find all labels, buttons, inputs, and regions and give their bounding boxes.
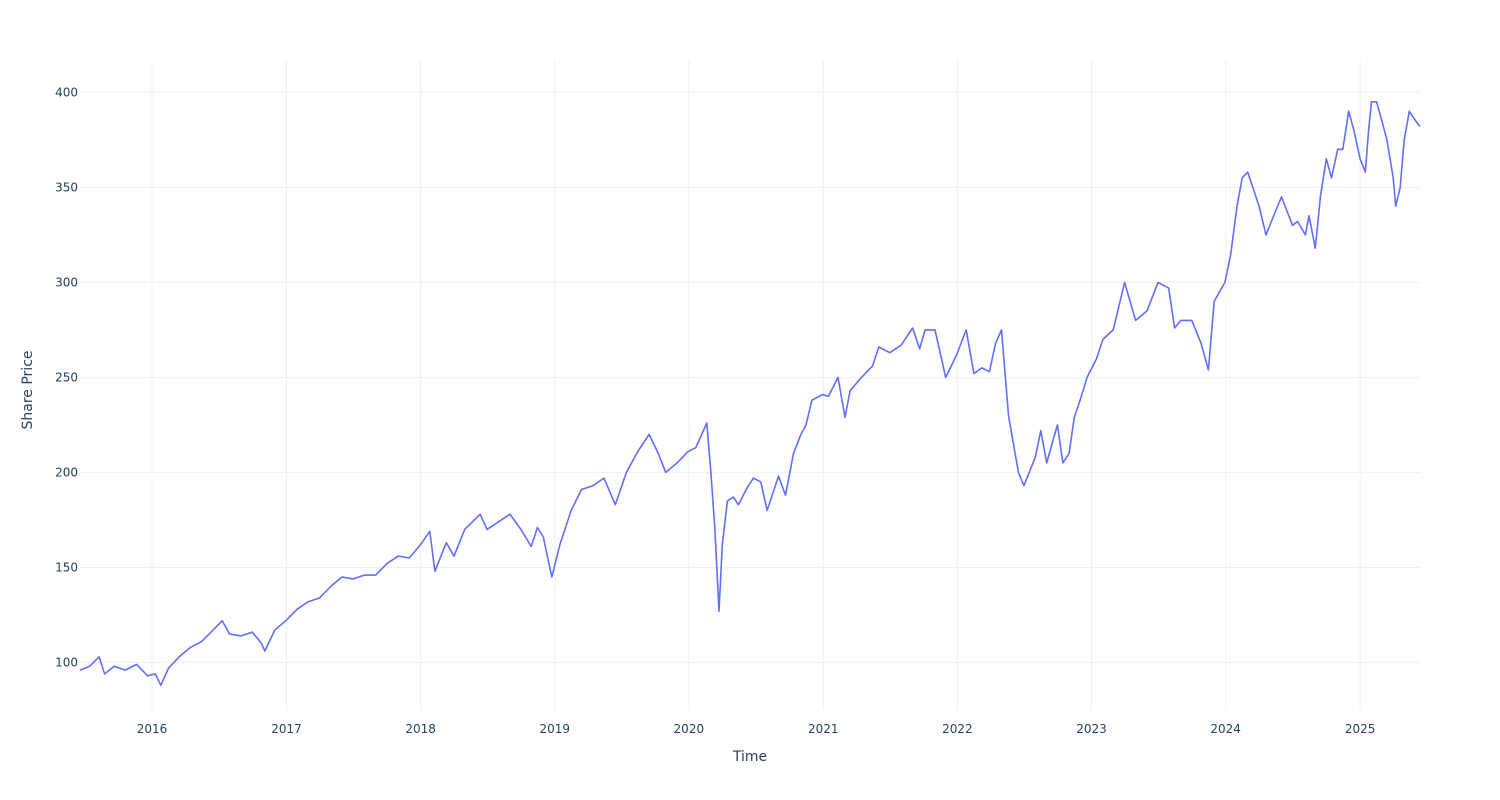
y-tick-labels: 100 150 200 250 300 350 400 xyxy=(55,85,78,669)
series-line xyxy=(79,101,1421,687)
x-tick-label: 2022 xyxy=(942,722,973,736)
x-tick-label: 2020 xyxy=(674,722,705,736)
x-axis-title: Time xyxy=(732,749,767,765)
x-tick-label: 2019 xyxy=(539,722,570,736)
series-layer xyxy=(79,101,1421,687)
x-tick-label: 2018 xyxy=(405,722,436,736)
x-tick-label: 2023 xyxy=(1076,722,1107,736)
x-tick-label: 2017 xyxy=(271,722,302,736)
x-tick-labels: 2016 2017 2018 2019 2020 2021 2022 2023 2024 2025 xyxy=(137,722,1376,736)
y-axis-title: Share Price xyxy=(20,350,36,429)
y-tick-label: 300 xyxy=(55,275,78,289)
x-tick-label: 2021 xyxy=(808,722,839,736)
x-tick-label: 2025 xyxy=(1345,722,1376,736)
x-gridlines xyxy=(151,60,1361,710)
x-tick-label: 2024 xyxy=(1210,722,1241,736)
x-tick-label: 2016 xyxy=(137,722,168,736)
y-tick-label: 350 xyxy=(55,180,78,194)
y-tick-label: 150 xyxy=(55,560,78,574)
y-tick-label: 100 xyxy=(55,655,78,669)
y-tick-label: 400 xyxy=(55,85,78,99)
y-gridlines xyxy=(80,91,1420,663)
y-tick-label: 200 xyxy=(55,465,78,479)
y-tick-label: 250 xyxy=(55,370,78,384)
